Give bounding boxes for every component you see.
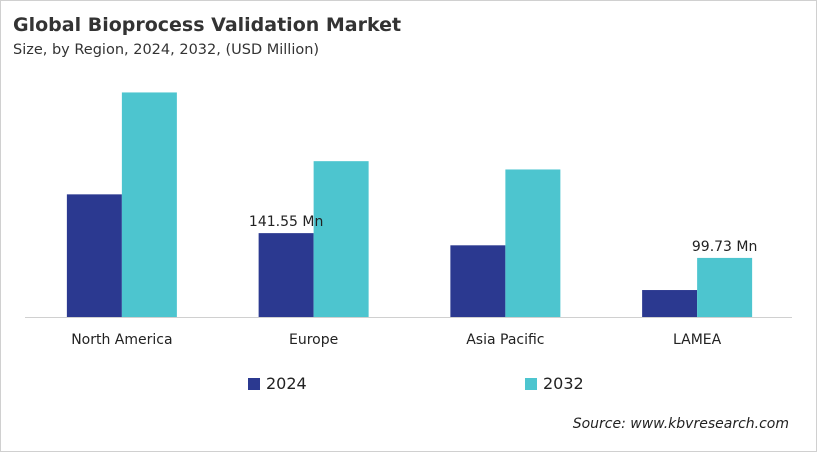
bar-2032-north-america xyxy=(121,92,177,317)
legend-item-2032: 2032 xyxy=(525,374,584,393)
data-label: 99.73 Mn xyxy=(692,239,757,255)
bar-2024-north-america xyxy=(66,194,122,317)
chart-title: Global Bioprocess Validation Market xyxy=(13,14,402,36)
bar-2024-europe xyxy=(258,233,314,317)
bar-2032-asia-pacific xyxy=(505,169,561,317)
chart-subtitle: Size, by Region, 2024, 2032, (USD Millio… xyxy=(13,42,320,58)
legend-swatch xyxy=(248,377,260,390)
legend-label: 2024 xyxy=(266,374,307,393)
legend-swatch xyxy=(525,377,537,390)
bar-2032-europe xyxy=(313,161,369,317)
bar-2032-lamea xyxy=(697,257,753,317)
bar-2024-asia-pacific xyxy=(450,245,506,317)
data-label: 141.55 Mn xyxy=(249,214,323,230)
x-tick-label: Asia Pacific xyxy=(466,332,544,348)
x-tick-label: North America xyxy=(71,332,172,348)
legend-label: 2032 xyxy=(543,374,584,393)
x-tick-label: Europe xyxy=(289,332,338,348)
bar-2024-lamea xyxy=(642,290,698,317)
x-tick-label: LAMEA xyxy=(673,332,722,348)
legend-item-2024: 2024 xyxy=(248,374,307,393)
source-note: Source: www.kbvresearch.com xyxy=(572,416,789,432)
